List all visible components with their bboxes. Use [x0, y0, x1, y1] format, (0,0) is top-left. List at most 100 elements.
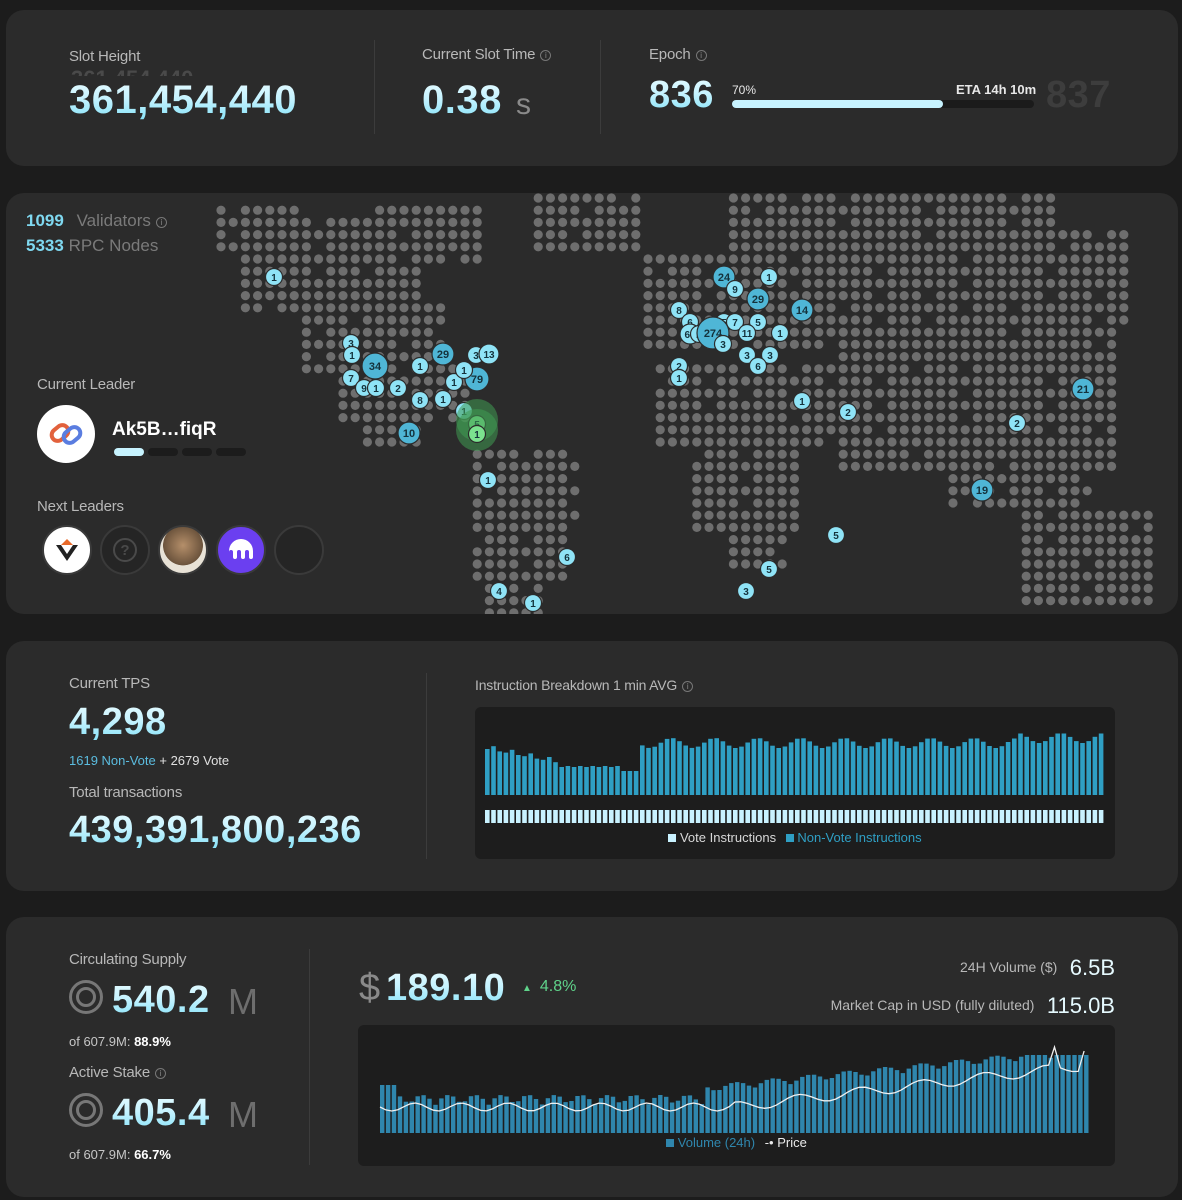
- price-volume-chart[interactable]: [358, 1025, 1115, 1141]
- map-dot: [765, 315, 775, 325]
- mcap-stat: Market Cap in USD (fully diluted) 115.0B: [831, 993, 1115, 1019]
- map-dot: [301, 266, 311, 276]
- world-map[interactable]: 1313429313791211798111015112419298651476…: [6, 193, 1178, 614]
- map-dot: [777, 278, 787, 288]
- map-dot: [826, 327, 836, 337]
- validator-marker[interactable]: [431, 342, 455, 366]
- legend-volume[interactable]: Volume (24h): [677, 1135, 756, 1150]
- validator-marker[interactable]: [478, 470, 498, 490]
- info-icon[interactable]: i: [155, 217, 167, 228]
- map-dot: [326, 242, 336, 252]
- legend-nonvote[interactable]: Non-Vote Instructions: [797, 830, 922, 845]
- validator-marker[interactable]: [454, 360, 474, 380]
- legend-vote[interactable]: Vote Instructions: [679, 830, 777, 845]
- map-dot: [667, 388, 678, 398]
- vote-bar: [881, 810, 887, 823]
- validator-marker[interactable]: [746, 287, 770, 311]
- validator-marker[interactable]: [388, 378, 408, 398]
- vote-bar: [894, 810, 899, 823]
- instruction-bar-chart[interactable]: [475, 707, 1115, 827]
- validator-marker[interactable]: [790, 298, 814, 322]
- validator-marker[interactable]: [523, 593, 543, 613]
- validator-marker[interactable]: [725, 279, 745, 299]
- validator-marker[interactable]: [713, 334, 733, 354]
- validator-marker[interactable]: [467, 424, 487, 444]
- info-icon[interactable]: i: [695, 50, 707, 61]
- map-dot: [802, 291, 812, 301]
- volume-bar: [451, 1096, 456, 1133]
- current-leader-name[interactable]: Ak5B…fiqR: [112, 419, 217, 440]
- nonvote-bar: [565, 766, 571, 795]
- vote-bar: [1092, 810, 1098, 823]
- validator-marker[interactable]: [410, 390, 430, 410]
- map-dot: [399, 242, 409, 252]
- map-dot: [277, 230, 287, 240]
- map-dot: [911, 266, 922, 276]
- next-leader-avatar[interactable]: [158, 525, 208, 575]
- map-dot: [875, 388, 885, 398]
- validator-marker[interactable]: [826, 525, 846, 545]
- map-dot: [911, 291, 922, 301]
- map-dot: [936, 449, 946, 459]
- next-leader-avatar[interactable]: [216, 525, 266, 575]
- validator-marker[interactable]: [970, 478, 994, 502]
- validator-marker[interactable]: [759, 267, 779, 287]
- map-dot: [350, 217, 360, 227]
- validator-marker[interactable]: [737, 345, 757, 365]
- map-dot: [887, 205, 897, 215]
- validator-marker[interactable]: [557, 547, 577, 567]
- current-leader-avatar[interactable]: [37, 405, 95, 463]
- validator-marker[interactable]: [433, 389, 453, 409]
- map-dot: [777, 217, 787, 227]
- map-dot: [985, 242, 995, 252]
- validator-marker[interactable]: [736, 581, 756, 601]
- validator-marker[interactable]: [759, 559, 779, 579]
- validator-marker[interactable]: [737, 323, 757, 343]
- map-dot: [1033, 376, 1043, 386]
- validator-marker[interactable]: [669, 300, 689, 320]
- validator-marker[interactable]: [341, 368, 361, 388]
- info-icon[interactable]: i: [154, 1068, 166, 1079]
- map-dot: [1131, 596, 1141, 606]
- map-dot: [1070, 583, 1080, 593]
- info-icon[interactable]: i: [540, 50, 552, 61]
- info-icon[interactable]: i: [682, 681, 694, 692]
- map-dot: [1033, 522, 1043, 532]
- next-leader-avatar[interactable]: [274, 525, 324, 575]
- validator-marker[interactable]: [397, 421, 421, 445]
- map-dot: [741, 486, 751, 496]
- next-leader-avatar[interactable]: ?: [100, 525, 150, 575]
- validator-marker[interactable]: [669, 368, 689, 388]
- map-dot: [497, 498, 507, 508]
- validator-marker[interactable]: [1007, 413, 1027, 433]
- validator-marker[interactable]: [366, 378, 386, 398]
- validator-marker[interactable]: [444, 372, 464, 392]
- validator-marker[interactable]: [838, 402, 858, 422]
- validator-marker[interactable]: [1071, 377, 1095, 401]
- map-dot: [1058, 315, 1068, 325]
- validator-marker[interactable]: [410, 356, 430, 376]
- validator-marker[interactable]: [342, 345, 362, 365]
- validator-marker[interactable]: [748, 312, 768, 332]
- validator-marker[interactable]: [478, 343, 500, 365]
- validator-marker-count: 5: [755, 318, 761, 329]
- divider: [600, 40, 601, 134]
- map-dot: [265, 254, 275, 264]
- validator-marker[interactable]: [725, 312, 745, 332]
- validator-marker[interactable]: [748, 356, 768, 376]
- map-dot: [1082, 486, 1092, 496]
- validator-marker[interactable]: [760, 345, 780, 365]
- validator-marker[interactable]: [792, 391, 812, 411]
- legend-price[interactable]: Price: [777, 1135, 807, 1150]
- nonvote-bar: [739, 746, 744, 795]
- volume-bar: [433, 1104, 438, 1133]
- validator-marker[interactable]: [489, 581, 509, 601]
- validator-marker[interactable]: [264, 267, 284, 287]
- nonvote-bar: [1018, 733, 1023, 795]
- next-leader-avatar[interactable]: [42, 525, 92, 575]
- map-dot: [1082, 571, 1092, 581]
- map-dot: [1082, 510, 1092, 520]
- map-dot: [814, 303, 824, 313]
- map-dot: [753, 461, 763, 471]
- validator-marker[interactable]: [770, 323, 790, 343]
